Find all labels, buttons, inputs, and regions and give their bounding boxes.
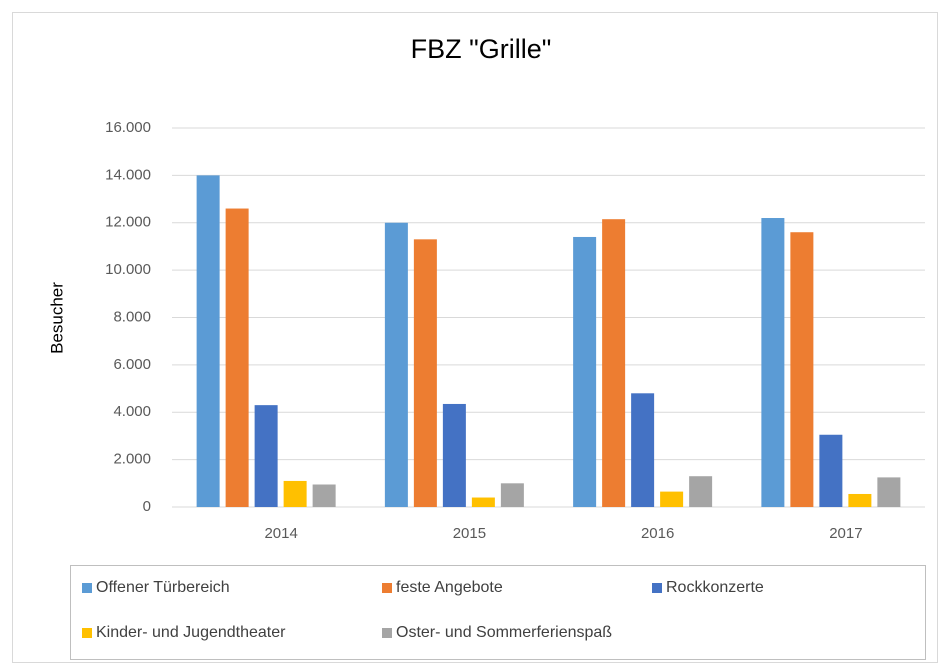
bar bbox=[413, 239, 437, 508]
legend-label: Rockkonzerte bbox=[666, 579, 764, 596]
bar bbox=[384, 222, 408, 507]
bar bbox=[877, 477, 901, 507]
bar bbox=[819, 434, 843, 507]
bar bbox=[689, 476, 713, 507]
y-tick-label: 6.000 bbox=[113, 356, 151, 373]
bar bbox=[442, 403, 466, 507]
legend-swatch bbox=[652, 583, 662, 593]
bar bbox=[848, 493, 872, 507]
bar bbox=[471, 497, 495, 507]
bar bbox=[225, 208, 249, 507]
legend-label: Oster- und Sommerferienspaß bbox=[396, 624, 612, 641]
legend-swatch bbox=[382, 583, 392, 593]
chart-title: FBZ "Grille" bbox=[411, 34, 552, 64]
y-tick-label: 8.000 bbox=[113, 308, 151, 325]
y-tick-label: 16.000 bbox=[105, 119, 151, 136]
legend-swatch bbox=[382, 628, 392, 638]
x-tick-label: 2016 bbox=[641, 525, 674, 542]
bar bbox=[761, 218, 785, 507]
bar bbox=[631, 393, 655, 507]
bar bbox=[790, 232, 814, 507]
x-tick-label: 2014 bbox=[264, 525, 297, 542]
y-tick-label: 0 bbox=[143, 498, 151, 515]
legend-label: feste Angebote bbox=[396, 579, 503, 596]
y-tick-label: 12.000 bbox=[105, 214, 151, 231]
bar bbox=[312, 484, 336, 507]
bar bbox=[573, 236, 597, 507]
bar bbox=[500, 483, 524, 507]
bar bbox=[196, 175, 220, 507]
bar bbox=[254, 405, 278, 507]
x-tick-label: 2017 bbox=[829, 525, 862, 542]
legend-swatch bbox=[82, 628, 92, 638]
x-tick-label: 2015 bbox=[453, 525, 486, 542]
legend-swatch bbox=[82, 583, 92, 593]
legend-box bbox=[70, 565, 926, 660]
legend-label: Offener Türbereich bbox=[96, 579, 230, 596]
y-tick-label: 10.000 bbox=[105, 261, 151, 278]
y-axis-label: Besucher bbox=[47, 282, 66, 354]
legend-label: Kinder- und Jugendtheater bbox=[96, 624, 286, 641]
y-tick-label: 2.000 bbox=[113, 451, 151, 468]
bar bbox=[283, 480, 307, 507]
bar bbox=[660, 491, 684, 507]
bar bbox=[602, 219, 626, 507]
y-tick-label: 14.000 bbox=[105, 166, 151, 183]
y-tick-label: 4.000 bbox=[113, 403, 151, 420]
